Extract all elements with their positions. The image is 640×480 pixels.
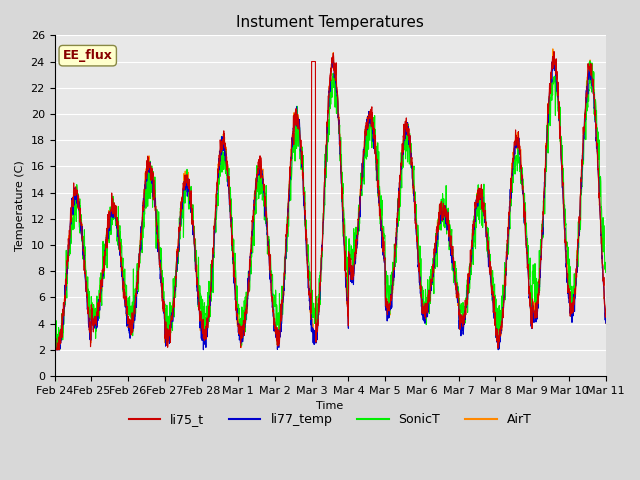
li77_temp bbox=[602, 320, 609, 326]
li77_temp bbox=[554, 83, 561, 88]
Legend: li75_t, li77_temp, SonicT, AirT: li75_t, li77_temp, SonicT, AirT bbox=[124, 408, 536, 431]
SonicT bbox=[490, 281, 498, 287]
AirT bbox=[358, 174, 366, 180]
li77_temp bbox=[52, 347, 60, 353]
Line: li75_t: li75_t bbox=[54, 51, 605, 350]
li75_t bbox=[569, 300, 577, 305]
SonicT bbox=[586, 58, 594, 64]
SonicT bbox=[51, 324, 58, 329]
X-axis label: Time: Time bbox=[317, 401, 344, 411]
AirT bbox=[549, 46, 557, 52]
SonicT bbox=[205, 293, 212, 299]
AirT bbox=[554, 84, 561, 89]
li75_t bbox=[602, 307, 609, 312]
li75_t bbox=[550, 48, 558, 54]
li75_t bbox=[51, 336, 58, 342]
li75_t bbox=[358, 170, 366, 176]
AirT bbox=[602, 321, 609, 326]
AirT bbox=[51, 334, 58, 340]
AirT bbox=[51, 347, 59, 353]
SonicT bbox=[56, 347, 63, 353]
li75_t bbox=[346, 262, 354, 267]
li77_temp bbox=[51, 329, 58, 335]
li77_temp bbox=[550, 54, 557, 60]
Line: SonicT: SonicT bbox=[54, 61, 605, 350]
li77_temp bbox=[205, 314, 212, 320]
li75_t bbox=[52, 347, 60, 353]
Text: EE_flux: EE_flux bbox=[63, 49, 113, 62]
AirT bbox=[205, 312, 212, 318]
SonicT bbox=[602, 270, 609, 276]
Line: li77_temp: li77_temp bbox=[54, 57, 605, 350]
SonicT bbox=[569, 308, 577, 313]
Line: AirT: AirT bbox=[54, 49, 605, 350]
SonicT bbox=[554, 92, 561, 97]
SonicT bbox=[358, 185, 366, 191]
Y-axis label: Temperature (C): Temperature (C) bbox=[15, 160, 25, 251]
li77_temp bbox=[358, 160, 366, 166]
li77_temp bbox=[490, 307, 498, 312]
li75_t bbox=[490, 294, 498, 300]
Title: Instument Temperatures: Instument Temperatures bbox=[236, 15, 424, 30]
li75_t bbox=[554, 84, 561, 89]
SonicT bbox=[346, 268, 354, 274]
AirT bbox=[346, 268, 354, 274]
AirT bbox=[569, 294, 577, 300]
li75_t bbox=[205, 310, 212, 316]
AirT bbox=[490, 307, 498, 313]
li77_temp bbox=[346, 269, 354, 275]
li77_temp bbox=[569, 309, 577, 314]
